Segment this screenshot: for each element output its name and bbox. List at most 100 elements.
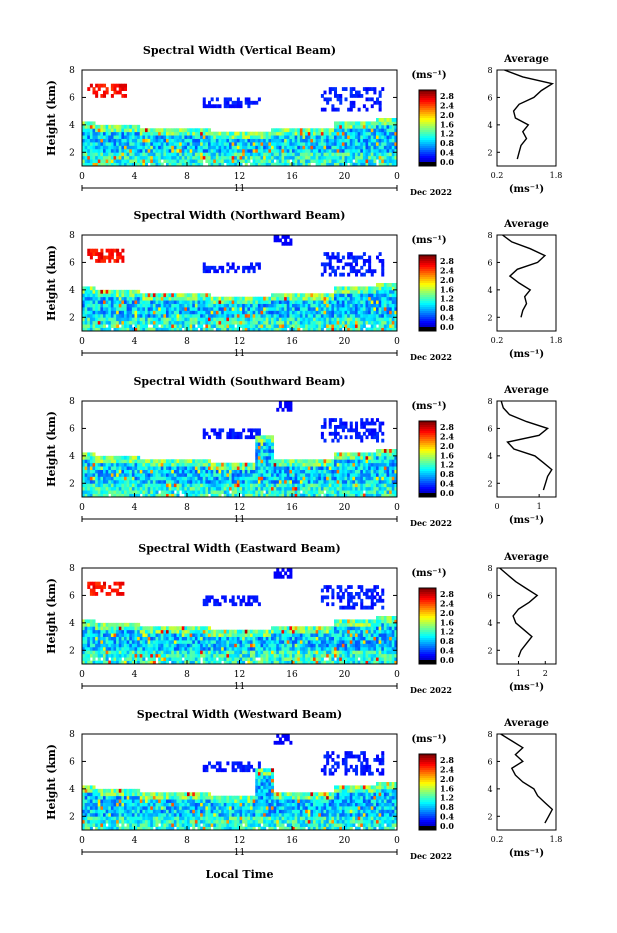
heatmap-cell	[324, 269, 327, 273]
heatmap-cell	[339, 470, 342, 474]
heatmap-cell	[132, 145, 135, 149]
heatmap-cell	[216, 321, 219, 325]
heatmap-cell	[93, 487, 96, 491]
heatmap-cell	[156, 307, 159, 311]
heatmap-cell	[345, 97, 348, 101]
heatmap-cell	[87, 314, 90, 318]
heatmap-cell	[177, 293, 180, 297]
heatmap-cell	[318, 310, 321, 314]
heatmap-cell	[366, 97, 369, 101]
heatmap-cell	[156, 149, 159, 153]
heatmap-cell	[324, 459, 327, 463]
heatmap-cell	[114, 483, 117, 487]
heatmap-cell	[392, 283, 395, 287]
heatmap-cell	[213, 304, 216, 308]
heatmap-cell	[295, 480, 298, 484]
heatmap-cell	[184, 487, 187, 491]
heatmap-cell	[100, 252, 103, 256]
heatmap-cell	[90, 300, 93, 304]
heatmap-cell	[366, 422, 369, 426]
heatmap-cell	[247, 132, 250, 136]
heatmap-cell	[148, 317, 151, 321]
avg-y-tick-label: 4	[487, 121, 492, 130]
heatmap-cell	[334, 128, 337, 132]
heatmap-cell	[226, 142, 229, 146]
heatmap-cell	[392, 300, 395, 304]
heatmap-cell	[156, 135, 159, 139]
heatmap-cell	[355, 273, 358, 277]
heatmap-cell	[350, 459, 353, 463]
heatmap-cell	[331, 156, 334, 160]
heatmap-cell	[392, 456, 395, 460]
heatmap-cell	[266, 449, 269, 453]
heatmap-cell	[174, 149, 177, 153]
heatmap-cell	[129, 132, 132, 136]
heatmap-cell	[190, 463, 193, 467]
heatmap-cell	[203, 293, 206, 297]
heatmap-cell	[308, 317, 311, 321]
heatmap-cell	[103, 487, 106, 491]
heatmap-cell	[111, 463, 114, 467]
heatmap-cell	[342, 266, 345, 270]
heatmap-cell	[90, 637, 93, 641]
heatmap-cell	[342, 121, 345, 125]
heatmap-cell	[221, 476, 224, 480]
heatmap-cell	[350, 262, 353, 266]
heatmap-cell	[190, 149, 193, 153]
heatmap-cell	[366, 317, 369, 321]
heatmap-cell	[271, 310, 274, 314]
heatmap-cell	[85, 159, 88, 163]
heatmap-cell	[379, 297, 382, 301]
heatmap-cell	[282, 132, 285, 136]
heatmap-cell	[358, 149, 361, 153]
heatmap-cell	[127, 125, 130, 129]
heatmap-cell	[247, 321, 250, 325]
heatmap-cell	[381, 87, 384, 91]
heatmap-cell	[326, 487, 329, 491]
heatmap-cell	[161, 142, 164, 146]
heatmap-cell	[137, 490, 140, 494]
heatmap-cell	[161, 310, 164, 314]
heatmap-cell	[198, 480, 201, 484]
heatmap-cell	[242, 483, 245, 487]
heatmap-cell	[177, 487, 180, 491]
heatmap-cell	[232, 463, 235, 467]
heatmap-cell	[98, 640, 101, 644]
heatmap-cell	[376, 145, 379, 149]
heatmap-cell	[310, 317, 313, 321]
heatmap-cell	[266, 300, 269, 304]
heatmap-cell	[135, 463, 138, 467]
heatmap-cell	[276, 135, 279, 139]
heatmap-cell	[350, 101, 353, 105]
heatmap-cell	[232, 142, 235, 146]
heatmap-cell	[229, 487, 232, 491]
heatmap-cell	[297, 307, 300, 311]
heatmap-cell	[229, 149, 232, 153]
heatmap-cell	[347, 317, 350, 321]
heatmap-cell	[98, 459, 101, 463]
heatmap-cell	[184, 142, 187, 146]
y-tick-label: 2	[69, 479, 75, 489]
heatmap-cell	[384, 449, 387, 453]
heatmap-cell	[331, 256, 334, 260]
heatmap-cell	[171, 473, 174, 477]
heatmap-cell	[279, 317, 282, 321]
heatmap-cell	[337, 470, 340, 474]
heatmap-cell	[87, 290, 90, 294]
heatmap-cell	[129, 487, 132, 491]
heatmap-cell	[355, 483, 358, 487]
heatmap-cell	[95, 473, 98, 477]
avg-y-tick-label: 4	[487, 286, 492, 295]
heatmap-cell	[268, 307, 271, 311]
heatmap-cell	[161, 324, 164, 328]
heatmap-cell	[339, 156, 342, 160]
heatmap-cell	[371, 466, 374, 470]
heatmap-cell	[331, 314, 334, 318]
heatmap-cell	[324, 324, 327, 328]
heatmap-cell	[116, 321, 119, 325]
heatmap-cell	[268, 314, 271, 318]
heatmap-cell	[276, 314, 279, 318]
heatmap-cell	[342, 145, 345, 149]
heatmap-cell	[326, 145, 329, 149]
heatmap-cell	[350, 139, 353, 143]
